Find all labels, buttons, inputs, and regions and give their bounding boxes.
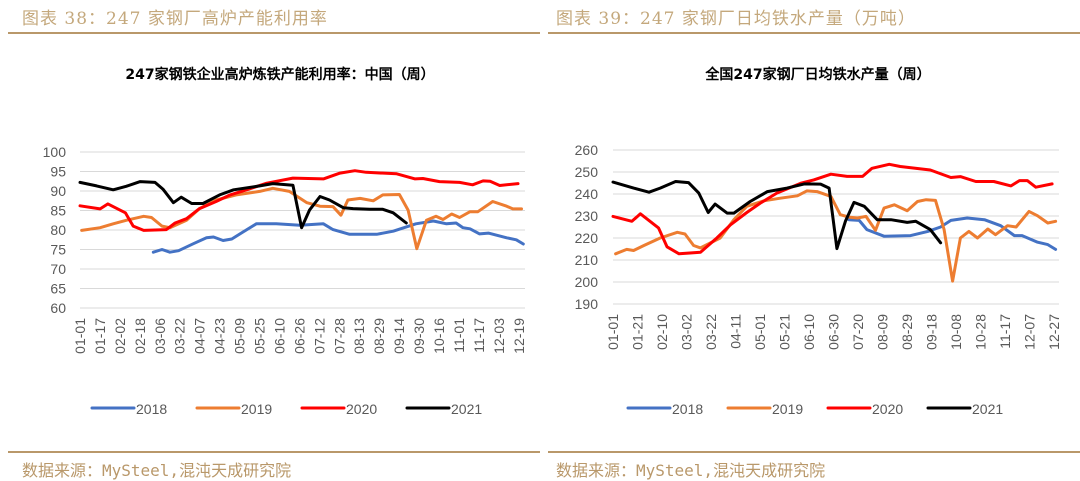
- y-tick-label: 200: [575, 274, 599, 290]
- x-tick-label: 06-10: [801, 314, 817, 350]
- footer-divider-left: [8, 451, 540, 453]
- legend-label-2018: 2018: [136, 401, 167, 417]
- y-tick-label: 100: [43, 144, 67, 160]
- legend-label-2020: 2020: [872, 401, 903, 417]
- header-divider-left: [8, 32, 540, 34]
- y-tick-label: 75: [50, 242, 66, 258]
- source-note-left: 数据来源：MySteel,混沌天成研究院: [22, 461, 292, 480]
- x-tick-label: 03-06: [152, 318, 168, 354]
- y-tick-label: 220: [575, 230, 599, 246]
- figure-38-header: 图表 38：247 家钢厂高炉产能利用率: [22, 9, 328, 29]
- x-tick-label: 08-29: [371, 318, 387, 354]
- legend-label-2020: 2020: [346, 401, 377, 417]
- y-tick-label: 85: [50, 203, 66, 219]
- x-tick-label: 01-01: [72, 318, 88, 354]
- figure-39-header: 图表 39：247 家钢厂日均铁水产量（万吨）: [556, 9, 916, 29]
- y-tick-label: 240: [575, 186, 599, 202]
- x-tick-label: 06-10: [271, 318, 287, 354]
- series-line-2020: [78, 169, 520, 232]
- series-line-2019: [614, 189, 1058, 283]
- y-tick-label: 250: [575, 164, 599, 180]
- x-tick-label: 04-23: [212, 318, 228, 354]
- y-tick-label: 210: [575, 252, 599, 268]
- x-tick-label: 12-07: [1022, 314, 1038, 350]
- x-tick-label: 09-14: [391, 318, 407, 354]
- x-tick-label: 04-11: [728, 314, 744, 349]
- series-line-2018: [847, 216, 1058, 251]
- x-tick-label: 08-13: [351, 318, 367, 354]
- x-tick-label: 03-22: [703, 314, 719, 350]
- footer-divider-right: [548, 451, 1080, 453]
- y-tick-label: 95: [50, 164, 66, 180]
- x-tick-label: 03-02: [679, 314, 695, 350]
- x-tick-label: 10-16: [431, 318, 447, 354]
- series-line-2021: [78, 180, 408, 230]
- x-tick-label: 11-17: [471, 318, 487, 353]
- x-tick-label: 01-01: [605, 314, 621, 350]
- x-tick-label: 12-27: [1046, 314, 1062, 350]
- x-tick-label: 06-26: [291, 318, 307, 354]
- legend-label-2019: 2019: [241, 401, 272, 417]
- series-line-2019: [80, 186, 523, 251]
- y-tick-label: 230: [575, 208, 599, 224]
- y-tick-label: 190: [575, 296, 599, 312]
- legend-label-2018: 2018: [672, 401, 703, 417]
- x-tick-label: 02-10: [654, 314, 670, 350]
- x-tick-label: 07-12: [311, 318, 327, 354]
- series-line-2021: [611, 180, 943, 251]
- x-tick-label: 10-08: [948, 314, 964, 350]
- legend-label-2019: 2019: [772, 401, 803, 417]
- x-tick-label: 04-07: [192, 318, 208, 354]
- x-tick-label: 06-30: [826, 314, 842, 350]
- chart-title-hot-metal-output: 全国247家钢厂日均铁水产量（周）: [705, 67, 931, 83]
- x-tick-label: 10-28: [973, 314, 989, 350]
- x-tick-label: 09-30: [411, 318, 427, 354]
- x-tick-label: 09-18: [924, 314, 940, 350]
- x-tick-label: 11-17: [997, 314, 1013, 349]
- legend-label-2021: 2021: [451, 401, 482, 417]
- x-tick-label: 05-21: [777, 314, 793, 350]
- legend-label-2021: 2021: [972, 401, 1003, 417]
- source-note-right: 数据来源：MySteel,混沌天成研究院: [556, 461, 826, 480]
- x-tick-label: 08-29: [899, 314, 915, 350]
- header-divider-right: [548, 32, 1080, 34]
- hot-metal-output-chart: 190 200 210 220 230 240 250 260 01-01 01-21 02-10 0…: [575, 142, 1062, 417]
- y-tick-label: 260: [575, 142, 599, 158]
- y-tick-label: 70: [50, 261, 66, 277]
- x-tick-label: 01-17: [92, 318, 108, 354]
- x-tick-label: 03-22: [172, 318, 188, 354]
- series-line-2018: [151, 219, 525, 254]
- y-tick-label: 60: [50, 300, 66, 316]
- y-tick-label: 65: [50, 281, 66, 297]
- x-tick-label: 12-19: [511, 318, 527, 354]
- y-tick-label: 80: [50, 222, 66, 238]
- x-tick-label: 12-03: [491, 318, 507, 354]
- x-tick-label: 05-01: [752, 314, 768, 350]
- x-tick-label: 11-01: [451, 318, 467, 353]
- x-tick-label: 05-25: [251, 318, 267, 354]
- x-tick-label: 07-20: [850, 314, 866, 350]
- x-tick-label: 05-09: [232, 318, 248, 354]
- x-tick-label: 08-09: [875, 314, 891, 350]
- x-tick-label: 01-21: [630, 314, 646, 350]
- y-tick-label: 90: [50, 183, 66, 199]
- x-tick-label: 02-18: [132, 318, 148, 354]
- series-line-2020: [611, 162, 1054, 256]
- chart-title-utilization: 247家钢铁企业高炉炼铁产能利用率：中国（周）: [125, 67, 435, 83]
- x-tick-label: 02-02: [112, 318, 128, 354]
- x-tick-label: 07-28: [331, 318, 347, 354]
